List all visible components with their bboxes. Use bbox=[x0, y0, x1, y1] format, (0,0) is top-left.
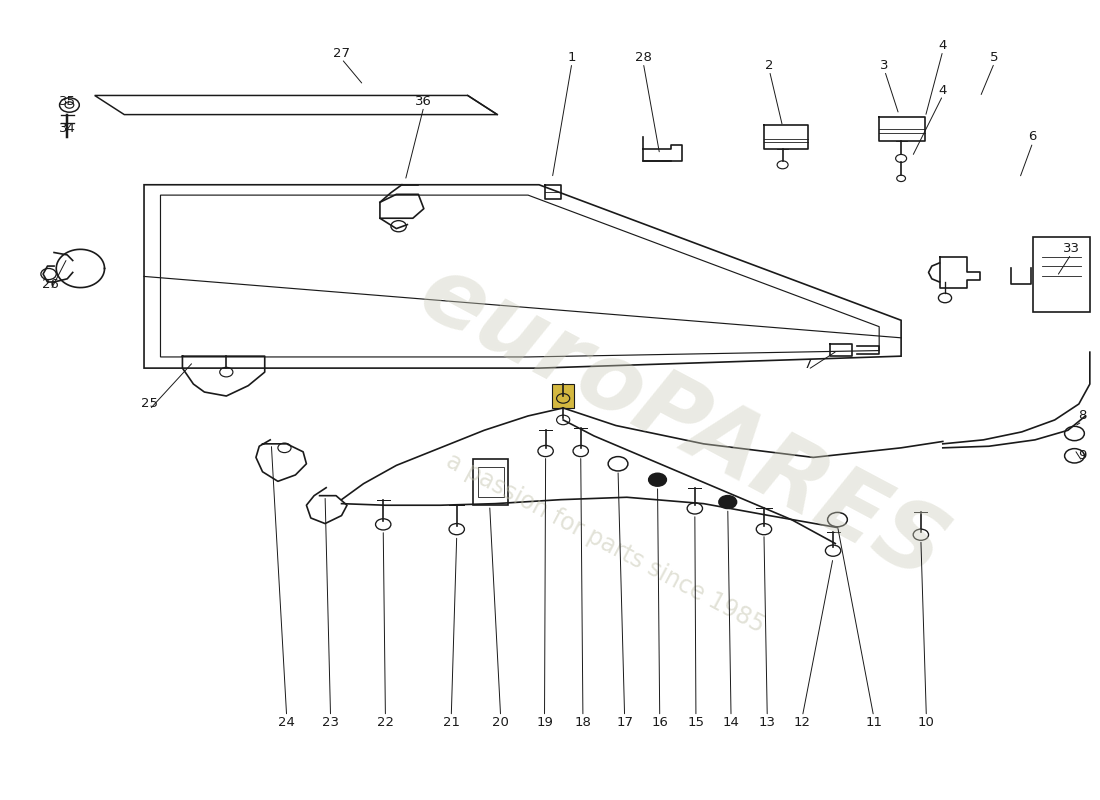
Circle shape bbox=[649, 474, 667, 486]
Text: 18: 18 bbox=[574, 716, 592, 730]
FancyBboxPatch shape bbox=[552, 384, 574, 408]
Text: 19: 19 bbox=[536, 716, 553, 730]
Text: 35: 35 bbox=[58, 94, 76, 107]
Text: 28: 28 bbox=[635, 50, 651, 64]
Text: 5: 5 bbox=[990, 50, 999, 64]
Text: 7: 7 bbox=[804, 358, 812, 370]
Text: 26: 26 bbox=[42, 278, 59, 291]
Text: 24: 24 bbox=[278, 716, 295, 730]
Text: 20: 20 bbox=[492, 716, 509, 730]
Text: 6: 6 bbox=[1028, 130, 1037, 143]
Text: 27: 27 bbox=[333, 46, 350, 60]
Text: 8: 8 bbox=[1078, 410, 1087, 422]
Text: 16: 16 bbox=[651, 716, 668, 730]
Text: 15: 15 bbox=[688, 716, 704, 730]
Text: 4: 4 bbox=[938, 38, 947, 52]
Text: 25: 25 bbox=[141, 398, 158, 410]
Text: 14: 14 bbox=[723, 716, 739, 730]
Text: 23: 23 bbox=[322, 716, 339, 730]
Text: 21: 21 bbox=[442, 716, 460, 730]
Text: 36: 36 bbox=[416, 94, 432, 107]
Text: euroPARES: euroPARES bbox=[404, 246, 960, 601]
Text: 10: 10 bbox=[917, 716, 935, 730]
Text: 17: 17 bbox=[616, 716, 634, 730]
Text: 11: 11 bbox=[866, 716, 882, 730]
Text: 2: 2 bbox=[766, 58, 773, 72]
Text: 34: 34 bbox=[58, 122, 76, 135]
Text: 12: 12 bbox=[794, 716, 811, 730]
Text: 4: 4 bbox=[938, 84, 947, 97]
Circle shape bbox=[719, 496, 737, 509]
Text: 9: 9 bbox=[1078, 450, 1087, 462]
Text: 33: 33 bbox=[1063, 242, 1080, 255]
Text: 13: 13 bbox=[759, 716, 775, 730]
Text: 1: 1 bbox=[568, 50, 576, 64]
Text: a passion for parts since 1985: a passion for parts since 1985 bbox=[441, 449, 768, 638]
Text: 22: 22 bbox=[377, 716, 394, 730]
Text: 3: 3 bbox=[880, 58, 889, 72]
